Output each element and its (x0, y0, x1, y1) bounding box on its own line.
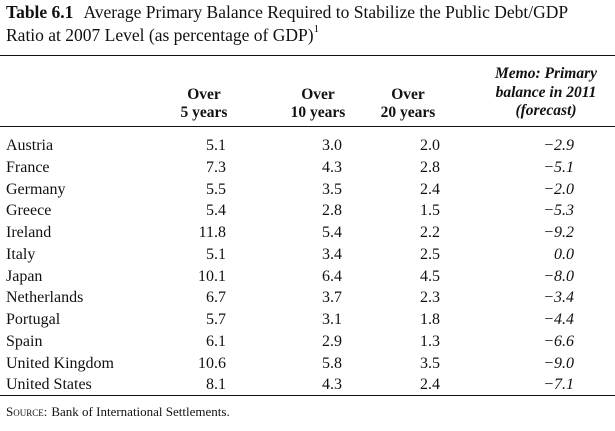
value-over-10-years: 5.8 (322, 354, 342, 372)
column-header-over-20-years: Over 20 years (368, 86, 448, 122)
table-row: Greece 5.4 2.8 1.5 −5.3 (0, 200, 615, 222)
column-header-line: 20 years (380, 104, 436, 121)
table-row: Spain 6.1 2.9 1.3 −6.6 (0, 331, 615, 353)
table-row: Germany 5.5 3.5 2.4 −2.0 (0, 179, 615, 201)
value-over-10-years: 4.3 (322, 376, 342, 394)
country-cell: Portugal (6, 311, 61, 328)
value-over-10-years: 3.7 (322, 289, 342, 307)
country-cell: Netherlands (6, 289, 84, 307)
header-rule (0, 126, 615, 127)
column-header-over-5-years: Over 5 years (174, 86, 234, 122)
column-header-line: (forecast) (515, 102, 577, 119)
value-over-5-years: 11.8 (198, 224, 226, 241)
value-memo-2011: −5.3 (543, 202, 574, 220)
country-cell: Italy (6, 245, 36, 263)
table-row: Italy 5.1 3.4 2.5 0.0 (0, 244, 615, 266)
country-cell: France (6, 158, 50, 176)
value-over-5-years: 5.1 (206, 137, 226, 154)
footnote-mark: 1 (313, 23, 320, 36)
table-label: Table 6.1 (6, 2, 74, 22)
value-over-20-years: 2.2 (420, 224, 440, 241)
value-over-20-years: 1.3 (420, 332, 440, 350)
value-over-20-years: 2.8 (420, 158, 440, 176)
value-memo-2011: −9.0 (543, 354, 574, 372)
column-header-line: Over (187, 86, 221, 103)
country-cell: Greece (6, 202, 52, 220)
value-over-10-years: 3.4 (322, 245, 342, 263)
table-row: Austria 5.1 3.0 2.0 −2.9 (0, 135, 615, 157)
value-over-5-years: 5.1 (206, 245, 226, 263)
value-memo-2011: −6.6 (543, 332, 574, 350)
value-over-5-years: 5.5 (206, 180, 226, 198)
value-over-20-years: 2.0 (420, 137, 440, 154)
value-memo-2011: −3.4 (543, 289, 574, 307)
country-cell: Japan (6, 267, 43, 285)
value-over-20-years: 2.4 (420, 180, 440, 198)
value-over-20-years: 2.3 (420, 289, 440, 307)
column-header-line: Over (391, 86, 425, 103)
value-over-10-years: 5.4 (322, 224, 342, 241)
value-over-5-years: 6.1 (206, 332, 226, 350)
value-memo-2011: 0.0 (554, 245, 574, 263)
value-over-5-years: 7.3 (206, 158, 226, 176)
table-body: Austria 5.1 3.0 2.0 −2.9 France 7.3 4.3 … (0, 135, 615, 396)
source-label: Source: (6, 404, 48, 419)
source-note: Source: Bank of International Settlements… (6, 403, 230, 421)
value-over-10-years: 3.5 (322, 180, 342, 198)
value-over-5-years: 6.7 (206, 289, 226, 307)
country-cell: Germany (6, 180, 66, 198)
value-over-10-years: 2.9 (322, 332, 342, 350)
table-row: Netherlands 6.7 3.7 2.3 −3.4 (0, 287, 615, 309)
table-row: United States 8.1 4.3 2.4 −7.1 (0, 374, 615, 396)
value-over-20-years: 4.5 (420, 267, 440, 285)
value-memo-2011: −4.4 (543, 311, 574, 328)
value-memo-2011: −9.2 (543, 224, 574, 241)
column-header-line: Memo: Primary (494, 65, 598, 82)
value-over-10-years: 2.8 (322, 202, 342, 220)
table-row: Japan 10.1 6.4 4.5 −8.0 (0, 266, 615, 288)
value-over-10-years: 3.1 (322, 311, 342, 328)
source-text: Bank of International Settlements. (51, 404, 230, 419)
column-header-over-10-years: Over 10 years (280, 86, 356, 122)
value-memo-2011: −2.0 (543, 180, 574, 198)
country-cell: Spain (6, 332, 43, 350)
table-title: Average Primary Balance Required to Stab… (6, 2, 568, 45)
value-over-5-years: 5.4 (206, 202, 226, 220)
country-cell: United States (6, 376, 92, 394)
column-header-memo-primary-balance: Memo: Primary balance in 2011 (forecast) (485, 65, 607, 121)
value-over-20-years: 1.8 (420, 311, 440, 328)
column-header-line: 10 years (290, 104, 346, 121)
value-memo-2011: −8.0 (543, 267, 574, 285)
column-header-line: Over (301, 86, 335, 103)
country-cell: Austria (6, 137, 54, 154)
value-memo-2011: −2.9 (543, 137, 574, 154)
table-row: Ireland 11.8 5.4 2.2 −9.2 (0, 222, 615, 244)
value-memo-2011: −7.1 (543, 376, 574, 394)
table-row: United Kingdom 10.6 5.8 3.5 −9.0 (0, 353, 615, 375)
value-over-20-years: 3.5 (420, 354, 440, 372)
value-over-10-years: 3.0 (322, 137, 342, 154)
value-over-10-years: 6.4 (322, 267, 342, 285)
table-row: Portugal 5.7 3.1 1.8 −4.4 (0, 309, 615, 331)
country-cell: United Kingdom (6, 354, 114, 372)
country-cell: Ireland (6, 224, 52, 241)
value-over-5-years: 10.1 (198, 267, 226, 285)
value-memo-2011: −5.1 (543, 158, 574, 176)
value-over-5-years: 5.7 (206, 311, 226, 328)
top-rule (0, 55, 615, 56)
value-over-10-years: 4.3 (322, 158, 342, 176)
bottom-rule (0, 395, 615, 396)
value-over-5-years: 8.1 (206, 376, 226, 394)
value-over-20-years: 1.5 (420, 202, 440, 220)
column-header-line: balance in 2011 (495, 83, 597, 101)
table-row: France 7.3 4.3 2.8 −5.1 (0, 157, 615, 179)
value-over-20-years: 2.5 (420, 245, 440, 263)
column-header-line: 5 years (180, 104, 228, 121)
value-over-5-years: 10.6 (198, 354, 226, 372)
value-over-20-years: 2.4 (420, 376, 440, 394)
table-caption: Table 6.1 Average Primary Balance Require… (6, 1, 606, 47)
